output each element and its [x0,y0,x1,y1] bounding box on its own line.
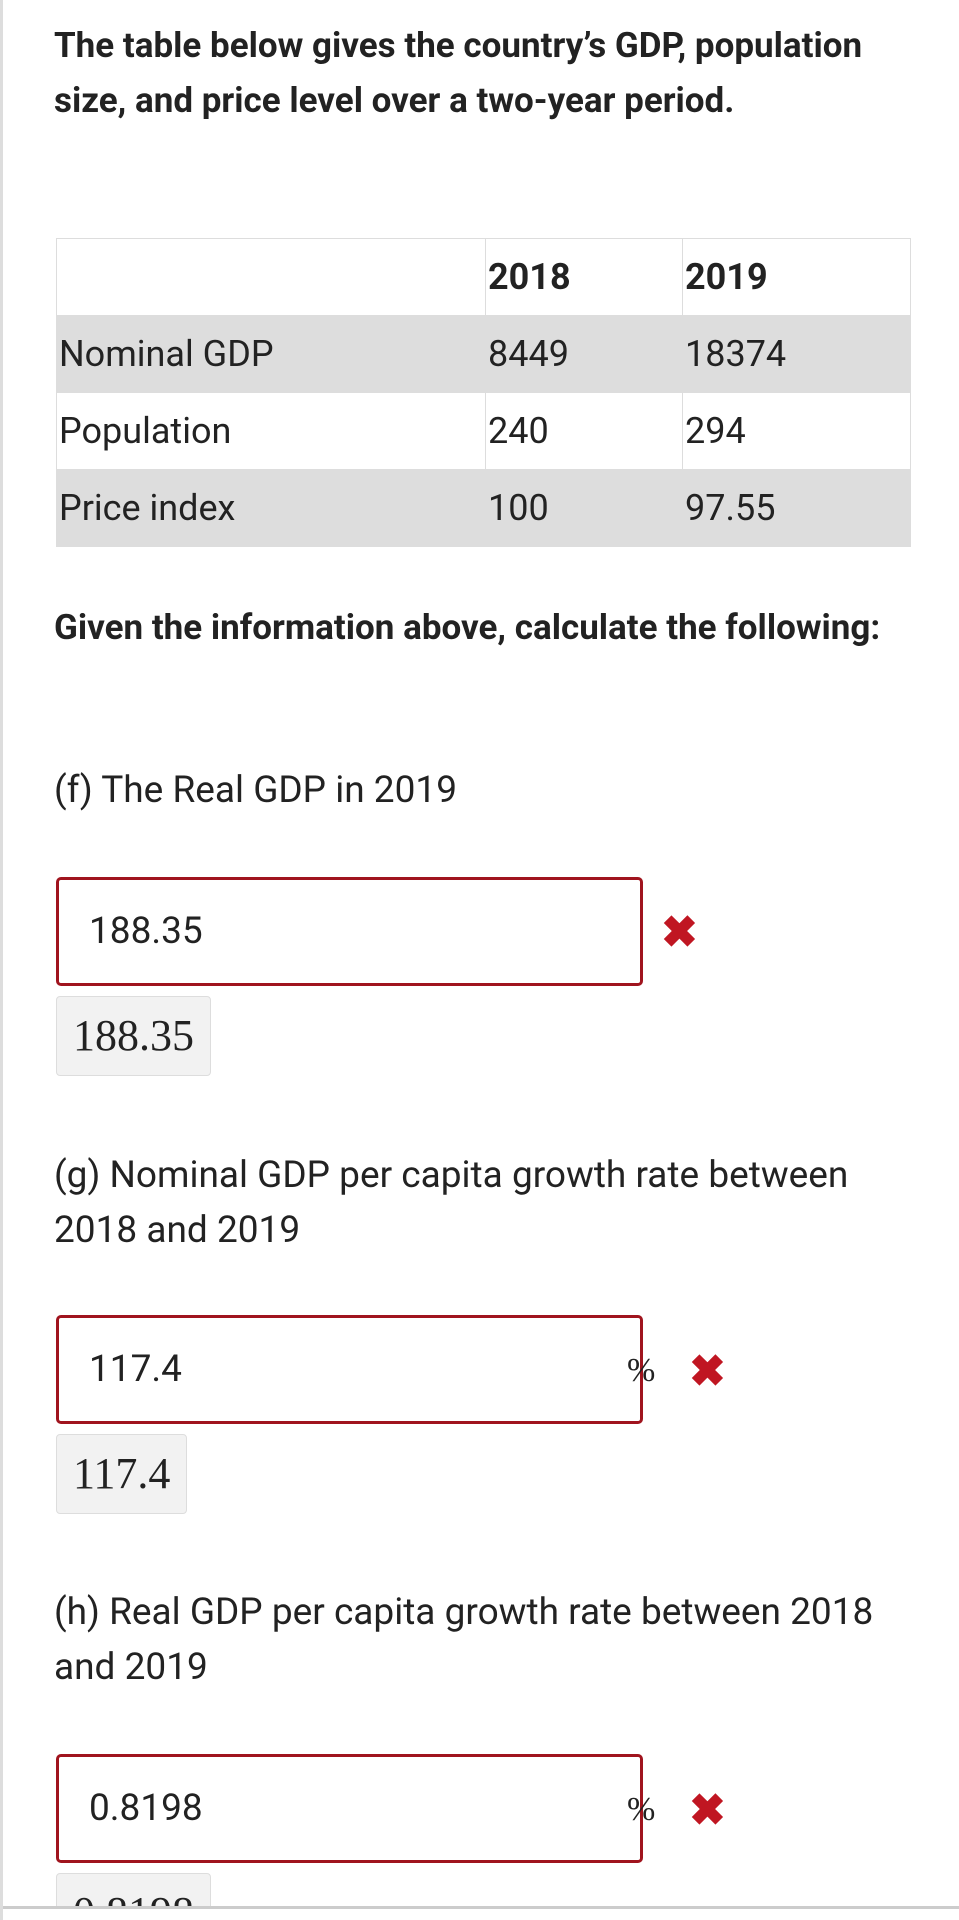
header-cell: 2019 [682,238,911,316]
cell: 240 [485,392,683,470]
answer-input[interactable]: 0.8198 [56,1754,643,1863]
cell: 100 [485,469,683,547]
prompt-text: Given the information above, calculate t… [54,607,881,648]
unit-label: % [627,1791,656,1828]
header-cell: 2018 [485,238,683,316]
question-label: (h) Real GDP per capita growth rate betw… [54,1591,874,1689]
table-row: Population 240 294 [56,392,911,470]
cell: Nominal GDP [56,315,486,393]
table-row: Nominal GDP 8449 18374 [56,315,911,393]
cell: 8449 [485,315,683,393]
answer-input[interactable]: 188.35 [56,877,643,986]
question-label: (f) The Real GDP in 2019 [54,769,457,812]
cell: 97.55 [682,469,911,547]
data-table: 2018 2019 Nominal GDP 8449 18374 Populat… [56,238,911,547]
bottom-bar [3,1906,959,1920]
unit-label: % [627,1352,656,1389]
wrong-icon: ✖ [689,1345,726,1397]
table-row: Price index 100 97.55 [56,469,911,547]
wrong-icon: ✖ [689,1784,726,1836]
cell: 18374 [682,315,911,393]
wrong-icon: ✖ [661,906,698,958]
question-label: (g) Nominal GDP per capita growth rate b… [54,1154,849,1252]
cell: Population [56,392,486,470]
intro-text: The table below gives the country’s GDP,… [54,25,863,121]
cell: Price index [56,469,486,547]
header-row: 2018 2019 [56,238,911,316]
answer-input[interactable]: 117.4 [56,1315,643,1424]
cell: 294 [682,392,911,470]
answer-preview: 117.4 [56,1434,188,1514]
header-cell [56,238,486,316]
answer-preview: 188.35 [56,996,211,1076]
